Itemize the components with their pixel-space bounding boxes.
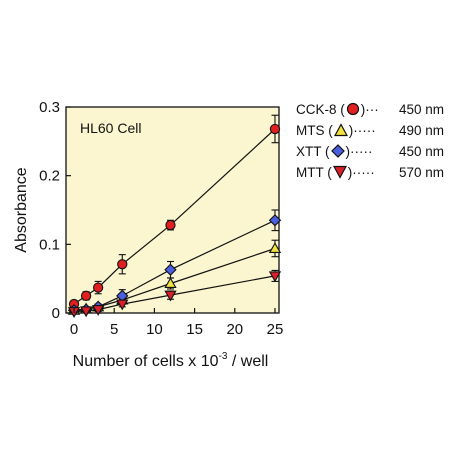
x-tick-label: 25 <box>267 321 284 338</box>
series-mtt <box>67 269 282 318</box>
x-tick-label: 5 <box>110 321 118 338</box>
legend-entry-cck8: CCK-8 () ··· 450 nm <box>296 102 444 117</box>
x-axis-label-main: Number of cells x 10 <box>73 353 219 370</box>
data-point <box>269 123 281 135</box>
legend-entry-mts: MTS () ····· 490 nm <box>296 123 444 138</box>
y-tick-label: 0.2 <box>39 168 60 185</box>
data-point <box>165 219 176 231</box>
legend-wavelength: 450 nm <box>398 144 444 159</box>
x-tick-label: 0 <box>70 321 78 338</box>
x-axis-label-suffix: / well <box>227 353 268 370</box>
series-layer <box>67 114 282 318</box>
legend-wavelength: 490 nm <box>398 123 444 138</box>
legend-label: MTS <box>296 123 325 138</box>
diamond-marker-icon <box>330 144 345 158</box>
data-point <box>117 259 128 270</box>
triangle-up-marker-icon <box>333 123 348 137</box>
y-tick-label: 0.1 <box>39 236 60 253</box>
triangle-down-marker-icon <box>332 165 347 179</box>
data-point <box>164 263 177 276</box>
legend-label: CCK-8 <box>296 102 337 117</box>
data-point <box>164 290 177 302</box>
data-point <box>79 306 93 318</box>
legend-label: XTT <box>296 144 322 159</box>
x-tick-label: 15 <box>186 321 203 338</box>
data-point <box>164 277 177 289</box>
data-point <box>268 271 282 283</box>
data-point <box>116 299 129 311</box>
x-axis-label-sup: -3 <box>219 351 228 362</box>
legend-wavelength: 450 nm <box>398 102 444 117</box>
data-point <box>80 290 92 301</box>
legend: CCK-8 () ··· 450 nm MTS () ····· 490 nm … <box>296 102 450 186</box>
legend-entry-xtt: XTT () ····· 450 nm <box>296 144 444 159</box>
legend-entry-mtt: MTT () ····· 570 nm <box>296 165 444 180</box>
legend-label: MTT <box>296 165 324 180</box>
plot-area <box>65 106 280 314</box>
data-point <box>268 214 282 227</box>
data-point <box>92 305 105 316</box>
y-tick-label: 0.3 <box>39 99 60 116</box>
data-point <box>268 242 282 254</box>
circle-marker-icon <box>346 102 359 116</box>
x-axis-label: Number of cells x 10-3 / well <box>73 351 269 370</box>
axes-layer: 0 5 10 15 20 25 0 0.1 0.2 0.3 <box>39 99 283 338</box>
y-tick-label: 0 <box>52 305 60 322</box>
y-axis-label: Absorbance <box>13 167 30 252</box>
legend-wavelength: 570 nm <box>398 165 444 180</box>
x-tick-label: 10 <box>146 321 163 338</box>
data-point <box>93 282 104 293</box>
chart-annotation: HL60 Cell <box>80 120 141 136</box>
x-tick-label: 20 <box>226 321 243 338</box>
